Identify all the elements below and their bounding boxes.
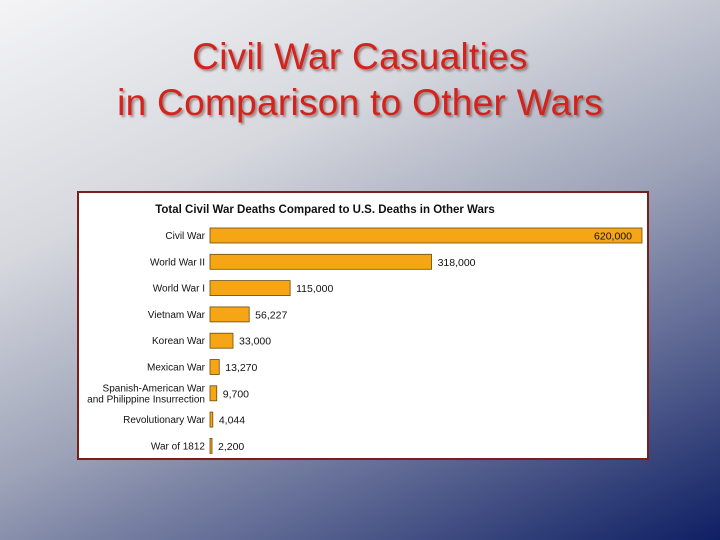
value-label-8: 2,200	[218, 441, 244, 453]
bar-6	[209, 385, 218, 402]
category-label-6-line-0: Spanish-American War	[103, 383, 206, 394]
category-label-4: Korean War	[152, 336, 206, 347]
chart-title: Total Civil War Deaths Compared to U.S. …	[155, 204, 495, 216]
bar-3	[209, 306, 250, 323]
category-label-3: Vietnam War	[148, 310, 206, 321]
bar-7	[209, 411, 214, 428]
value-label-2: 115,000	[296, 283, 333, 295]
bar-2	[209, 280, 291, 296]
value-label-7: 4,044	[219, 415, 245, 427]
category-label-5: Mexican War	[147, 363, 206, 374]
category-label-2: World War I	[153, 284, 205, 295]
category-label-6-line-1: and Philippine Insurrection	[87, 394, 205, 405]
bar-4	[209, 332, 234, 349]
value-label-6: 9,700	[223, 388, 249, 400]
value-label-0: 620,000	[594, 231, 632, 243]
bar-0	[209, 227, 643, 244]
value-label-1: 318,000	[438, 257, 476, 269]
bar-8	[209, 437, 213, 454]
category-label-8: War of 1812	[151, 441, 206, 452]
slide-title-line-2: in Comparison to Other Wars	[117, 82, 603, 123]
chart-frame: Total Civil War Deaths Compared to U.S. …	[77, 191, 649, 460]
category-label-0: Civil War	[165, 231, 205, 242]
value-label-5: 13,270	[225, 362, 257, 374]
bar-1	[209, 253, 432, 270]
slide-title: Civil War Casualties in Comparison to Ot…	[0, 34, 720, 126]
value-label-4: 33,000	[239, 336, 271, 348]
bar-chart: Total Civil War Deaths Compared to U.S. …	[87, 204, 643, 454]
bar-5	[209, 359, 220, 375]
bars-layer: Civil War 620,000 World War II 318,000 World…	[87, 227, 643, 454]
category-label-7: Revolutionary War	[123, 415, 206, 426]
value-label-3: 56,227	[255, 309, 287, 321]
slide-title-line-1: Civil War Casualties	[192, 36, 528, 77]
category-label-1: World War II	[150, 257, 205, 268]
